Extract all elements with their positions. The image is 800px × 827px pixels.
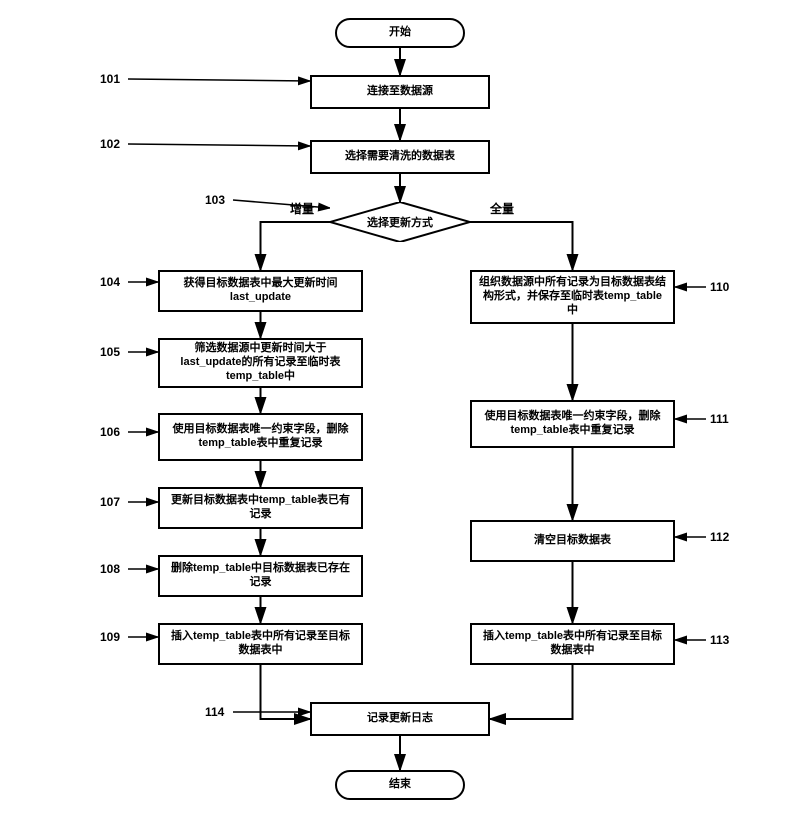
- node-109: 插入temp_table表中所有记录至目标数据表中: [158, 623, 363, 665]
- node-101-label: 连接至数据源: [367, 85, 433, 99]
- start-label: 开始: [389, 26, 411, 40]
- node-112-label: 清空目标数据表: [534, 534, 611, 548]
- node-101: 连接至数据源: [310, 75, 490, 109]
- end-terminal: 结束: [335, 770, 465, 800]
- node-110-label: 组织数据源中所有记录为目标数据表结构形式，并保存至临时表temp_table中: [478, 276, 667, 317]
- step-num-101: 101: [100, 72, 120, 86]
- step-num-103: 103: [205, 193, 225, 207]
- step-num-112: 112: [710, 530, 729, 544]
- node-106: 使用目标数据表唯一约束字段，删除temp_table表中重复记录: [158, 413, 363, 461]
- node-105-label: 筛选数据源中更新时间大于last_update的所有记录至临时表temp_tab…: [166, 342, 355, 383]
- node-107-label: 更新目标数据表中temp_table表已有记录: [166, 494, 355, 522]
- node-107: 更新目标数据表中temp_table表已有记录: [158, 487, 363, 529]
- node-103-label: 选择更新方式: [367, 214, 433, 230]
- node-109-label: 插入temp_table表中所有记录至目标数据表中: [166, 630, 355, 658]
- step-num-108: 108: [100, 562, 120, 576]
- step-num-114: 114: [205, 705, 224, 719]
- node-102-label: 选择需要清洗的数据表: [345, 150, 455, 164]
- node-104-label: 获得目标数据表中最大更新时间last_update: [166, 277, 355, 305]
- node-111-label: 使用目标数据表唯一约束字段，删除temp_table表中重复记录: [478, 410, 667, 438]
- step-num-105: 105: [100, 345, 120, 359]
- node-111: 使用目标数据表唯一约束字段，删除temp_table表中重复记录: [470, 400, 675, 448]
- node-106-label: 使用目标数据表唯一约束字段，删除temp_table表中重复记录: [166, 423, 355, 451]
- step-num-109: 109: [100, 630, 120, 644]
- step-num-104: 104: [100, 275, 120, 289]
- node-113: 插入temp_table表中所有记录至目标数据表中: [470, 623, 675, 665]
- edge-label-full: 全量: [490, 200, 514, 217]
- node-110: 组织数据源中所有记录为目标数据表结构形式，并保存至临时表temp_table中: [470, 270, 675, 324]
- node-108-label: 删除temp_table中目标数据表已存在记录: [166, 562, 355, 590]
- step-num-113: 113: [710, 633, 729, 647]
- node-108: 删除temp_table中目标数据表已存在记录: [158, 555, 363, 597]
- step-num-107: 107: [100, 495, 120, 509]
- node-113-label: 插入temp_table表中所有记录至目标数据表中: [478, 630, 667, 658]
- node-112: 清空目标数据表: [470, 520, 675, 562]
- step-num-110: 110: [710, 280, 729, 294]
- node-104: 获得目标数据表中最大更新时间last_update: [158, 270, 363, 312]
- start-terminal: 开始: [335, 18, 465, 48]
- edge-label-incremental: 增量: [290, 200, 314, 217]
- step-num-106: 106: [100, 425, 120, 439]
- step-num-111: 111: [710, 412, 729, 426]
- node-102: 选择需要清洗的数据表: [310, 140, 490, 174]
- node-105: 筛选数据源中更新时间大于last_update的所有记录至临时表temp_tab…: [158, 338, 363, 388]
- node-103-decision: 选择更新方式: [330, 202, 470, 242]
- end-label: 结束: [389, 778, 411, 792]
- step-num-102: 102: [100, 137, 120, 151]
- node-114-label: 记录更新日志: [367, 712, 433, 726]
- node-114: 记录更新日志: [310, 702, 490, 736]
